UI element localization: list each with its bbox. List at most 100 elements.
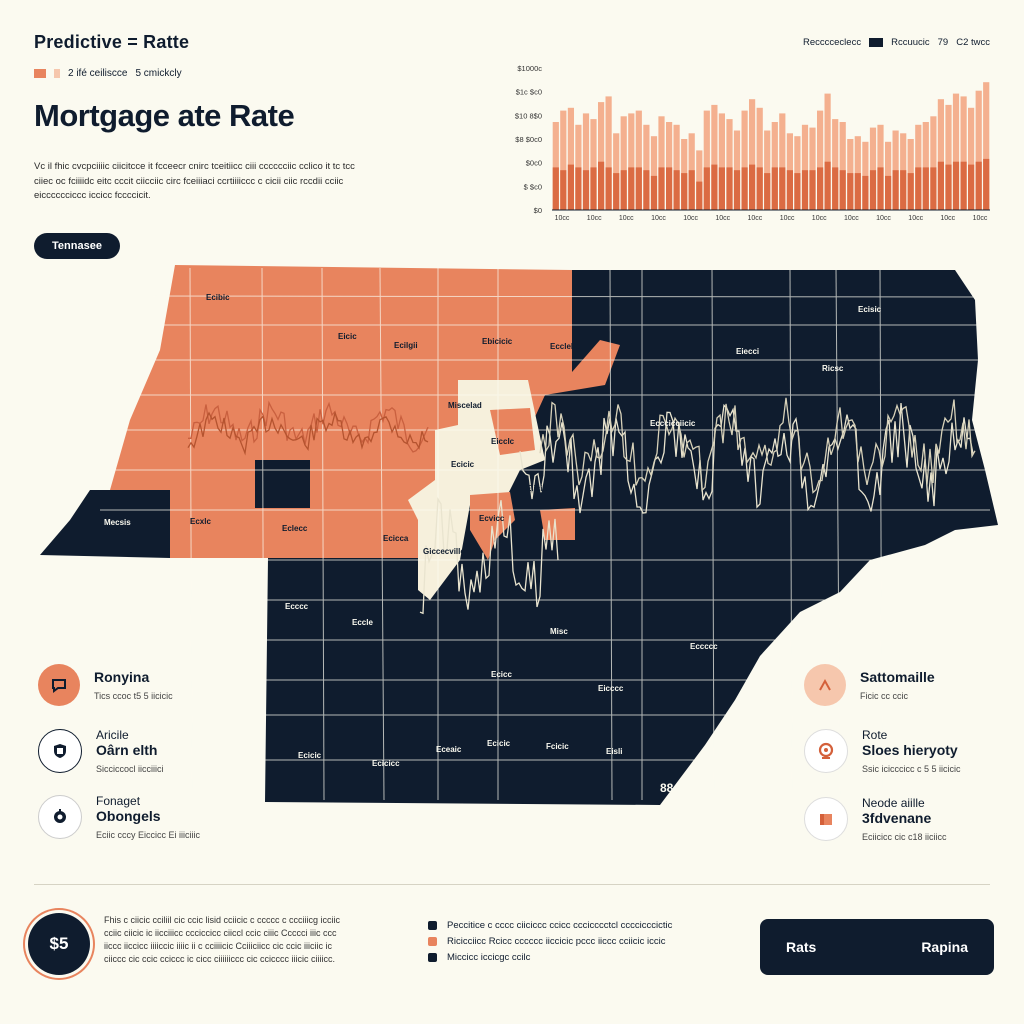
county-label: Mecsis (104, 518, 131, 527)
bar (892, 170, 899, 210)
bar (673, 170, 680, 210)
y-tick-label: $1c $c0 (516, 88, 542, 97)
county-label: Ecvicc (479, 514, 505, 523)
bar (952, 93, 960, 210)
x-tick-label: 10cc (683, 215, 698, 222)
bar (703, 167, 710, 210)
legend-swatch-orange (34, 69, 46, 78)
bar (922, 122, 929, 210)
footer-badge: $5 (28, 913, 90, 975)
bar (749, 164, 756, 210)
speech-bubble-icon (38, 664, 80, 706)
bar (922, 167, 929, 210)
rate-wave-overlay (187, 397, 976, 615)
bar (560, 110, 567, 210)
stat-left-1: Ronyina Tics ccoc t5 5 iicicic (38, 664, 173, 706)
bar (817, 167, 824, 210)
bar (613, 173, 620, 210)
bar (613, 133, 620, 210)
x-tick-label: 10cc (973, 215, 988, 222)
top-legend-label-c: 79 (937, 37, 949, 48)
y-tick-label: $10 8$0 (515, 111, 542, 120)
bar (666, 167, 673, 210)
bar (960, 161, 967, 210)
county-label: Ecicca (383, 534, 409, 543)
wave-cream (539, 397, 976, 494)
region-west-orange (110, 265, 620, 558)
bar (779, 167, 786, 210)
bar (900, 170, 907, 210)
bar (771, 122, 778, 210)
county-label: Ecccicciicic (650, 419, 696, 428)
wave-cream (519, 402, 974, 514)
bar (930, 167, 937, 210)
footer-divider (34, 884, 990, 885)
bar (847, 173, 854, 210)
county-label: Ecisic (858, 305, 882, 314)
legend-label-a: 2 ifé ceiliscce (68, 68, 128, 79)
bar (824, 93, 831, 210)
county-label: Ecibic (206, 293, 230, 302)
bar (590, 119, 597, 210)
stat-right-2-label: Rote (862, 728, 888, 742)
county-label: Ebicicic (482, 337, 513, 346)
county-label: Ecicic (298, 751, 322, 760)
y-tick-label: $8 $0c0 (515, 135, 542, 144)
wave-orange (187, 410, 429, 456)
stat-right-1: Sattomaille Ficic cc ccic (804, 664, 935, 706)
bar (824, 161, 831, 210)
bar (643, 124, 650, 210)
bar (885, 141, 892, 210)
bar (877, 167, 884, 210)
bar (582, 113, 590, 210)
legend-dot-navy (428, 953, 437, 962)
stat-right-3-value: 3fdvenane (862, 810, 932, 826)
county-label: Ecilgii (394, 341, 418, 350)
region-east-navy (265, 270, 998, 805)
bar (718, 113, 725, 210)
stat-left-3-caption: Eciic cccy Eiccicc Ei iiiciiic (96, 830, 201, 840)
bar (869, 170, 877, 210)
bar (575, 124, 582, 210)
county-label: Ecclelic (550, 342, 580, 351)
bar (658, 116, 665, 210)
bar (983, 158, 990, 210)
bar (605, 96, 612, 210)
top-legend-label-b: Rccuucic (891, 37, 930, 48)
tennessee-county-map: Ecibic Eicic Ecilgii Ebicicic Ecclelic Miscel… (40, 265, 998, 805)
county-labels: Ecibic Eicic Ecilgii Ebicicic Ecclelic Miscel… (104, 293, 882, 768)
bar (635, 110, 642, 210)
stat-left-3: Fonaget Obongels Eciic cccy Eiccicc Ei i… (38, 794, 200, 840)
bar (756, 107, 763, 210)
county-label: Eisli (606, 747, 622, 756)
state-filter-pill[interactable]: Tennasee (34, 233, 120, 259)
bar (930, 116, 937, 210)
bar (952, 161, 960, 210)
county-label: Eicclc (491, 437, 515, 446)
bar (666, 122, 673, 210)
top-legend-label-d: C2 twcc (956, 37, 990, 48)
county-border (835, 267, 841, 801)
bar (809, 127, 816, 210)
bar (794, 173, 801, 210)
county-border (189, 267, 193, 801)
stat-right-2-caption: Ssic icicccicc c 5 5 iicicic (862, 764, 961, 774)
bar (945, 164, 952, 210)
footer-legend-text: Ricicciicc Rcicc cccccc iiccicic pccc ii… (447, 936, 666, 947)
county-label: Eicic (338, 332, 357, 341)
bar (915, 124, 922, 210)
y-tick-label: $0c0 (526, 159, 542, 168)
footer-description: Fhis c ciicic cciliil cic ccic lisid cci… (104, 915, 341, 964)
bar (726, 119, 733, 210)
county-label: Eicccc (598, 684, 624, 693)
bar (575, 167, 582, 210)
bar (590, 167, 597, 210)
county-border (261, 267, 265, 801)
x-tick-label: 10cc (844, 215, 859, 222)
county-label: Giccecville (423, 547, 465, 556)
bar (711, 164, 718, 210)
county-border (789, 267, 793, 801)
arrow-up-icon (804, 664, 846, 706)
stat-left-2-value: Oârn elth (96, 742, 158, 758)
rates-cta-button[interactable]: Rats Rapina (760, 919, 994, 975)
